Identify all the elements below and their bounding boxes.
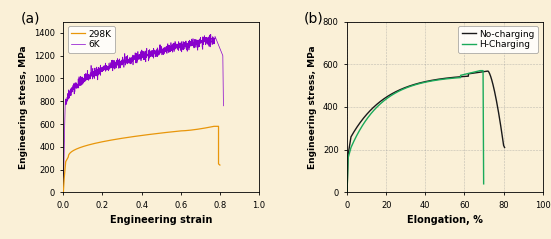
298K [184,129,191,132]
6K [88,72,94,75]
Y-axis label: Engineering stress, MPa: Engineering stress, MPa [309,45,317,169]
No-charging [485,70,491,72]
Legend: 298K, 6K: 298K, 6K [68,26,115,53]
No-charging [344,191,350,194]
6K [220,104,226,107]
298K [154,132,161,135]
Text: (a): (a) [20,11,40,25]
Legend: No-charging, H-Charging: No-charging, H-Charging [458,26,538,53]
No-charging [501,146,508,149]
298K [60,191,67,194]
H-Charging [480,182,487,185]
No-charging [484,70,490,73]
6K [67,89,73,92]
6K [81,77,88,80]
No-charging [425,80,431,82]
H-Charging [456,76,463,79]
6K [60,191,67,194]
H-Charging [451,77,457,80]
Text: (b): (b) [304,11,324,25]
H-Charging [473,70,479,73]
H-Charging [477,69,483,72]
H-Charging [363,118,370,121]
298K [210,125,217,128]
6K [207,33,214,36]
No-charging [397,88,404,91]
6K [171,49,177,52]
H-Charging [415,82,422,85]
Line: 298K: 298K [63,126,220,192]
No-charging [367,109,374,112]
X-axis label: Engineering strain: Engineering strain [110,215,212,225]
Y-axis label: Engineering stress, MPa: Engineering stress, MPa [19,45,29,169]
298K [217,164,223,167]
Line: 6K: 6K [63,34,223,192]
No-charging [380,98,386,101]
No-charging [369,108,375,110]
298K [207,126,213,129]
X-axis label: Elongation, %: Elongation, % [407,215,483,225]
Line: H-Charging: H-Charging [347,71,484,192]
H-Charging [431,79,438,82]
298K [119,137,126,140]
Line: No-charging: No-charging [347,71,505,192]
298K [207,125,214,128]
6K [61,141,68,144]
6K [207,33,214,36]
298K [61,172,68,175]
H-Charging [344,191,350,194]
